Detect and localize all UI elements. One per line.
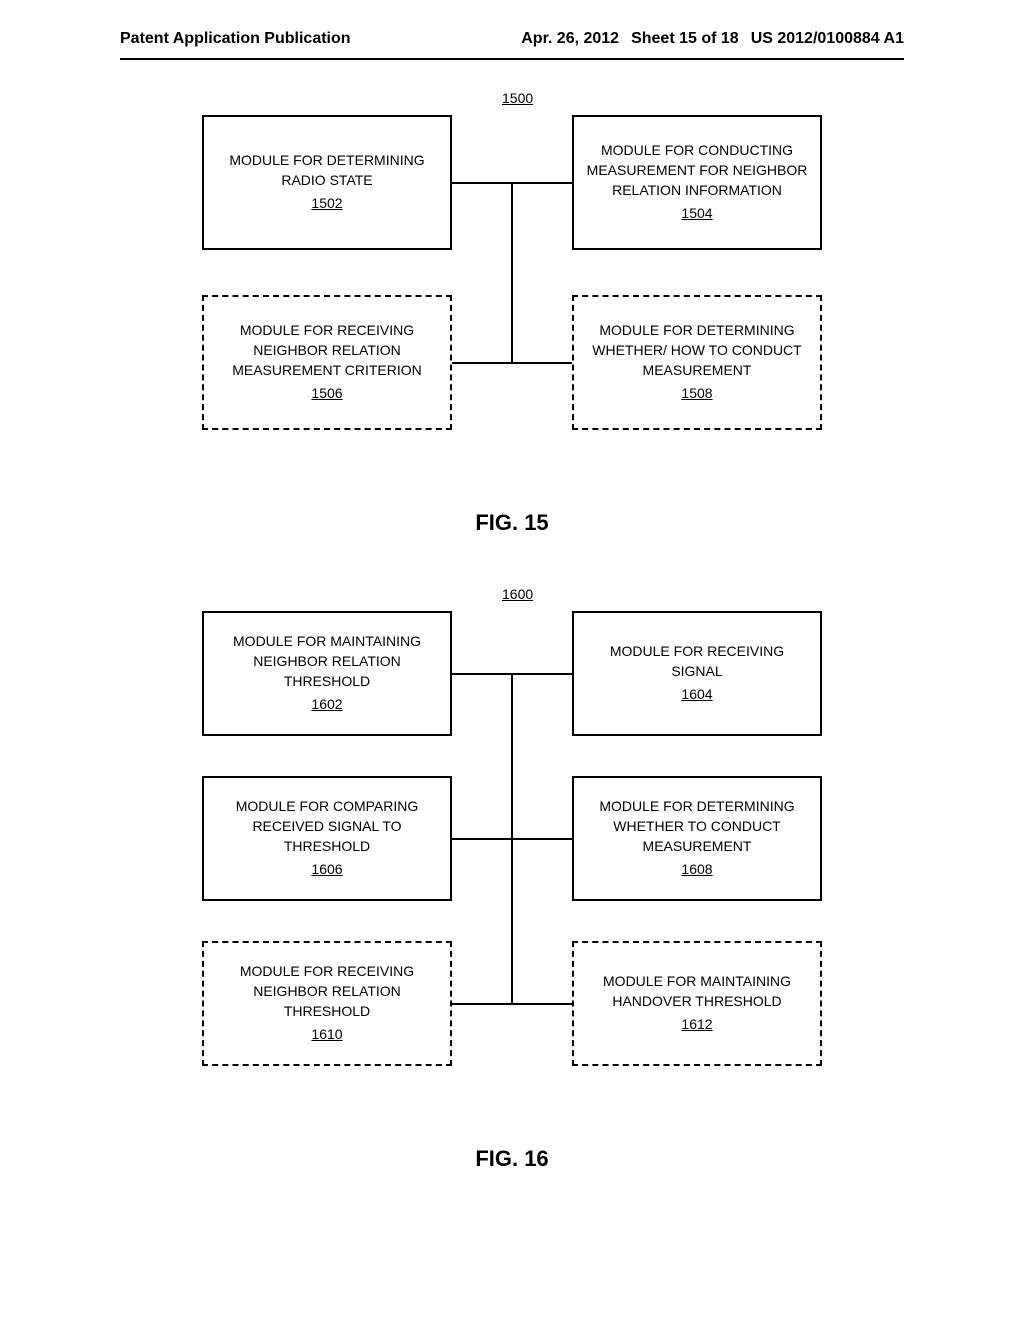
box-1504-text: MODULE FOR CONDUCTING MEASUREMENT FOR NE… — [584, 141, 810, 200]
box-1604-text: MODULE FOR RECEIVING SIGNAL — [584, 642, 810, 681]
box-1608-text: MODULE FOR DETERMINING WHETHER TO CONDUC… — [584, 797, 810, 856]
box-1610-ref: 1610 — [311, 1025, 342, 1045]
box-1506-text: MODULE FOR RECEIVING NEIGHBOR RELATION M… — [214, 321, 440, 380]
box-1502-ref: 1502 — [311, 194, 342, 214]
box-1612: MODULE FOR MAINTAINING HANDOVER THRESHOL… — [572, 941, 822, 1066]
box-1508-ref: 1508 — [681, 384, 712, 404]
connector-h1-fig16 — [452, 673, 572, 675]
header-date: Apr. 26, 2012 — [521, 30, 619, 48]
box-1610: MODULE FOR RECEIVING NEIGHBOR RELATION T… — [202, 941, 452, 1066]
ref-1500: 1500 — [502, 90, 533, 106]
box-1604-ref: 1604 — [681, 685, 712, 705]
box-1608: MODULE FOR DETERMINING WHETHER TO CONDUC… — [572, 776, 822, 901]
box-1610-text: MODULE FOR RECEIVING NEIGHBOR RELATION T… — [214, 962, 440, 1021]
connector-v-fig15 — [511, 182, 513, 362]
box-1504-ref: 1504 — [681, 204, 712, 224]
box-1502-text: MODULE FOR DETERMINING RADIO STATE — [214, 151, 440, 190]
header-right: Apr. 26, 2012 Sheet 15 of 18 US 2012/010… — [521, 30, 904, 48]
figure-1600: 1600 MODULE FOR MAINTAINING NEIGHBOR REL… — [202, 596, 822, 1116]
box-1504: MODULE FOR CONDUCTING MEASUREMENT FOR NE… — [572, 115, 822, 250]
figure-1500: 1500 MODULE FOR DETERMINING RADIO STATE … — [202, 100, 822, 480]
box-1602-ref: 1602 — [311, 695, 342, 715]
box-1502: MODULE FOR DETERMINING RADIO STATE 1502 — [202, 115, 452, 250]
box-1506-ref: 1506 — [311, 384, 342, 404]
box-1612-ref: 1612 — [681, 1015, 712, 1035]
box-1602: MODULE FOR MAINTAINING NEIGHBOR RELATION… — [202, 611, 452, 736]
fig15-title: FIG. 15 — [0, 510, 1024, 536]
ref-1600: 1600 — [502, 586, 533, 602]
header-pubnum: US 2012/0100884 A1 — [751, 30, 904, 48]
box-1604: MODULE FOR RECEIVING SIGNAL 1604 — [572, 611, 822, 736]
header-sheet: Sheet 15 of 18 — [631, 30, 739, 48]
box-1602-text: MODULE FOR MAINTAINING NEIGHBOR RELATION… — [214, 632, 440, 691]
box-1508-text: MODULE FOR DETERMINING WHETHER/ HOW TO C… — [584, 321, 810, 380]
header-divider — [120, 58, 904, 60]
box-1606-text: MODULE FOR COMPARING RECEIVED SIGNAL TO … — [214, 797, 440, 856]
connector-h2-fig16 — [452, 838, 572, 840]
box-1608-ref: 1608 — [681, 860, 712, 880]
box-1606-ref: 1606 — [311, 860, 342, 880]
box-1606: MODULE FOR COMPARING RECEIVED SIGNAL TO … — [202, 776, 452, 901]
page-header: Patent Application Publication Apr. 26, … — [0, 0, 1024, 58]
box-1612-text: MODULE FOR MAINTAINING HANDOVER THRESHOL… — [584, 972, 810, 1011]
fig16-title: FIG. 16 — [0, 1146, 1024, 1172]
header-left: Patent Application Publication — [120, 30, 351, 48]
connector-h1-fig15 — [452, 182, 572, 184]
box-1506: MODULE FOR RECEIVING NEIGHBOR RELATION M… — [202, 295, 452, 430]
box-1508: MODULE FOR DETERMINING WHETHER/ HOW TO C… — [572, 295, 822, 430]
connector-h2-fig15 — [452, 362, 572, 364]
connector-h3-fig16 — [452, 1003, 572, 1005]
